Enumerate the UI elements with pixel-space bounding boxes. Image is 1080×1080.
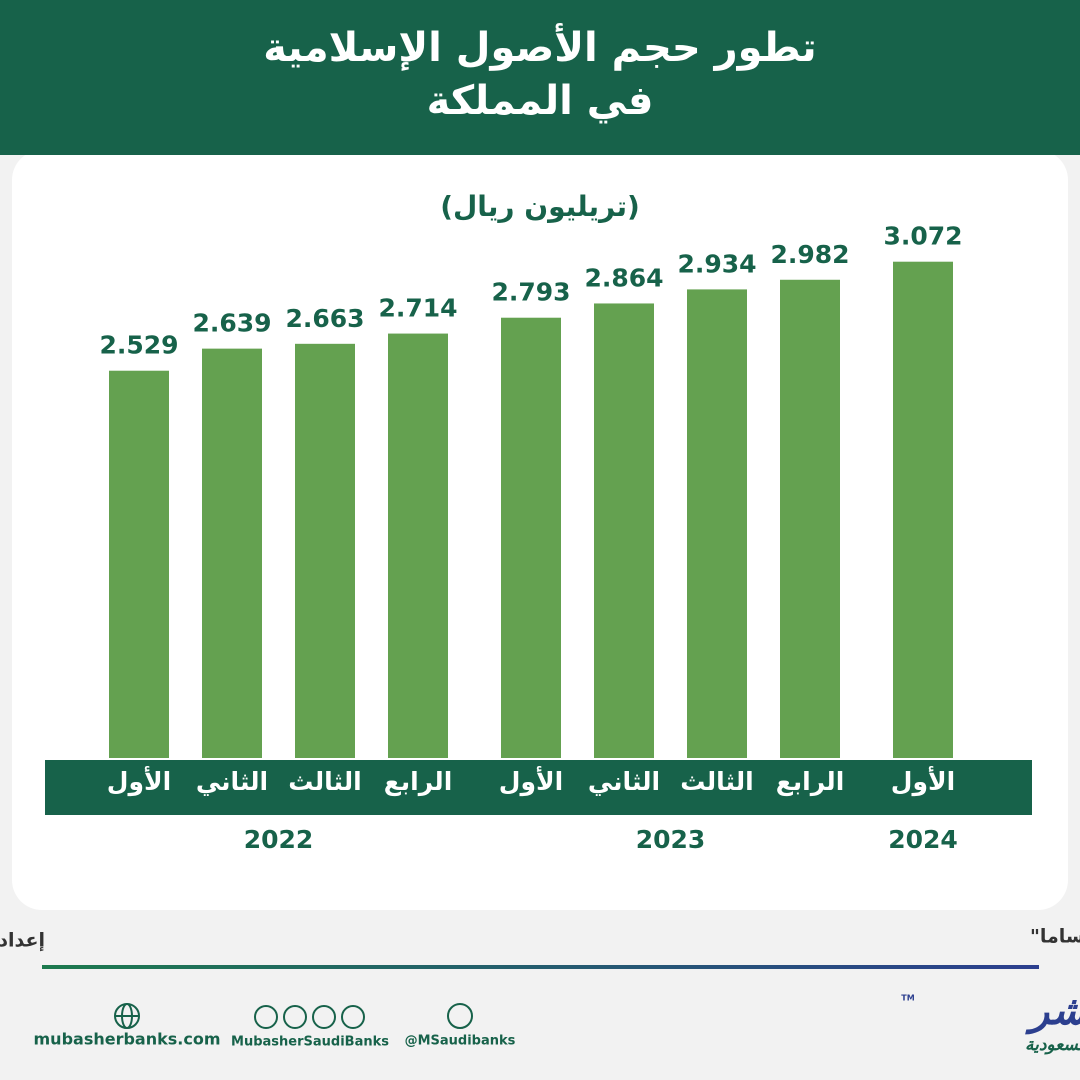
source: المصدر: البنك المركزي السعودي "ساما"	[1030, 926, 1080, 949]
category-label: الثاني	[196, 767, 268, 796]
web-icon	[114, 1003, 140, 1029]
title-line: تطور حجم الأصول الإسلامية	[263, 22, 816, 71]
value-label: 2.982	[770, 240, 849, 269]
bar	[109, 370, 169, 758]
value-label: 2.714	[378, 294, 457, 323]
category-label: الثالث	[680, 767, 753, 796]
bar	[594, 303, 654, 758]
value-label: 2.864	[584, 263, 663, 292]
value-label: 2.639	[192, 309, 271, 338]
year-label: 2022	[244, 825, 314, 854]
title-line: في المملكة	[427, 78, 654, 124]
logo-tm: TM	[901, 994, 914, 1003]
website: mubasherbanks.com	[34, 1030, 221, 1049]
bar	[893, 261, 953, 758]
bar	[388, 333, 448, 758]
year-label: 2023	[636, 825, 706, 854]
bars: 2.529 الأول 2.639 الثاني 2.663 الثالث 2.714 الر…	[99, 222, 962, 854]
twitter-icon	[447, 1003, 473, 1029]
category-label: الثاني	[588, 767, 660, 796]
bar	[501, 317, 561, 758]
category-label: الأول	[891, 766, 955, 797]
year-label: 2024	[888, 825, 958, 854]
header	[0, 0, 1080, 155]
social-icons	[254, 1005, 365, 1029]
divider	[42, 965, 1039, 969]
category-label: الثالث	[288, 767, 361, 796]
category-label: الرابع	[776, 767, 845, 797]
social-handle: MubasherSaudiBanks	[231, 1035, 389, 1050]
value-label: 2.934	[677, 249, 756, 278]
category-label: الأول	[499, 766, 563, 797]
category-label: الرابع	[384, 767, 453, 797]
bar	[295, 343, 355, 758]
bar	[202, 348, 262, 758]
bar	[780, 279, 840, 758]
bar	[687, 289, 747, 758]
value-label: 2.663	[285, 304, 364, 333]
logo-name: مباشر	[1025, 988, 1080, 1035]
category-band	[45, 760, 1032, 815]
twitter-handle: @MSaudibanks	[405, 1034, 516, 1049]
logo-tagline: بنوك السعودية	[1025, 1035, 1080, 1055]
value-label: 2.793	[491, 278, 570, 307]
subtitle: (تريليون ريال)	[440, 190, 640, 223]
category-label: الأول	[107, 766, 171, 797]
value-label: 3.072	[883, 222, 962, 251]
value-label: 2.529	[99, 331, 178, 360]
